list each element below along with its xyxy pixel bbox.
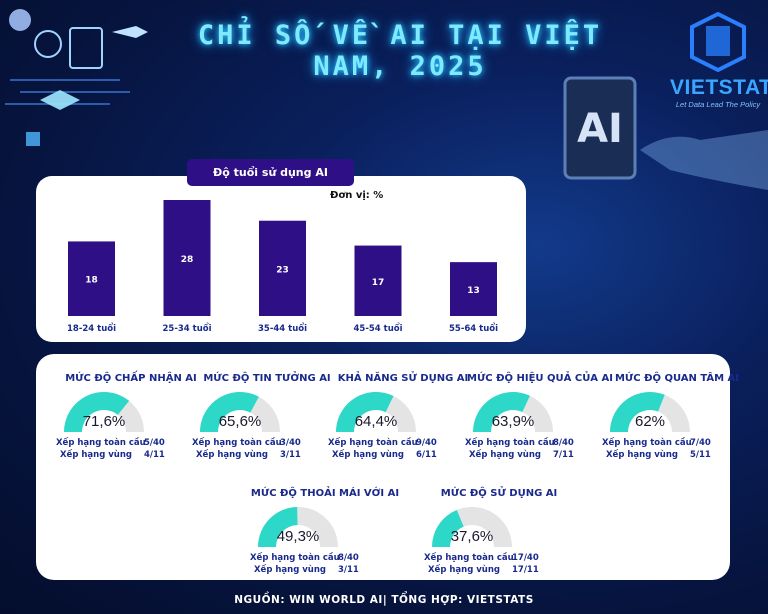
regional-rank-value: 3/11 bbox=[280, 450, 301, 460]
regional-rank-label: Xếp hạng vùng bbox=[428, 565, 500, 575]
gauge-value: 71,6% bbox=[83, 413, 126, 430]
bar-value-label: 13 bbox=[467, 286, 480, 296]
regional-rank-label: Xếp hạng vùng bbox=[606, 450, 678, 460]
regional-rank-value: 5/11 bbox=[690, 450, 711, 460]
global-rank-label: Xếp hạng toàn cầu bbox=[602, 438, 692, 448]
gauge-value: 65,6% bbox=[219, 413, 262, 430]
global-rank-label: Xếp hạng toàn cầu bbox=[465, 438, 555, 448]
global-rank-value: 8/40 bbox=[338, 553, 359, 563]
gauge-title: MỨC ĐỘ TIN TƯỞNG AI bbox=[203, 373, 331, 384]
ai-chip-icon: AI bbox=[563, 76, 637, 180]
bar-value-label: 17 bbox=[372, 278, 385, 288]
source-note: NGUỒN: WIN WORLD AI| TỔNG HỢP: VIETSTATS bbox=[234, 594, 534, 606]
regional-rank-value: 3/11 bbox=[338, 565, 359, 575]
fingerprint-icon bbox=[34, 30, 62, 58]
rocket-icon bbox=[112, 26, 148, 38]
gauge-title: MỨC ĐỘ HIỆU QUẢ CỦA AI bbox=[467, 373, 613, 384]
logo-tagline: Let Data Lead The Policy bbox=[675, 100, 761, 109]
global-rank-label: Xếp hạng toàn cầu bbox=[250, 553, 340, 563]
category-label: 35-44 tuổi bbox=[258, 322, 307, 334]
gauge-fill bbox=[610, 392, 665, 432]
gauge-title: MỨC ĐỘ CHẤP NHẬN AI bbox=[65, 373, 197, 384]
regional-rank-label: Xếp hạng vùng bbox=[254, 565, 326, 575]
unit-label: Đơn vị: % bbox=[330, 190, 384, 201]
global-rank-label: Xếp hạng toàn cầu bbox=[424, 553, 514, 563]
bar-45-54 tuổi bbox=[354, 245, 402, 316]
category-label: 45-54 tuổi bbox=[353, 322, 402, 334]
global-rank-label: Xếp hạng toàn cầu bbox=[328, 438, 418, 448]
age-chart-title: Độ tuổi sử dụng AI bbox=[187, 159, 354, 186]
age-bar-chart: 18 18-24 tuổi 28 25-34 tuổi 23 35-44 tuổi 17 45… bbox=[67, 200, 498, 334]
global-rank-value: 7/40 bbox=[690, 438, 711, 448]
regional-rank-label: Xếp hạng vùng bbox=[196, 450, 268, 460]
category-label: 55-64 tuổi bbox=[449, 322, 498, 334]
global-rank-value: 9/40 bbox=[416, 438, 437, 448]
gauge-value: 63,9% bbox=[492, 413, 535, 430]
gauge-chart: 49,3% bbox=[258, 507, 338, 547]
gauge-fill bbox=[336, 392, 394, 432]
page-title: CHỈ SỐ VỀ AI TẠI VIỆT NAM, 2025 bbox=[197, 20, 603, 82]
logo-text: VIETSTATS bbox=[670, 76, 768, 99]
logo-icon bbox=[690, 11, 746, 73]
gauge-title: MỨC ĐỘ QUAN TÂM AI bbox=[614, 373, 740, 384]
gauge-value: 37,6% bbox=[451, 528, 494, 545]
regional-rank-label: Xếp hạng vùng bbox=[469, 450, 541, 460]
global-rank-label: Xếp hạng toàn cầu bbox=[192, 438, 282, 448]
gauge-fill bbox=[64, 392, 130, 432]
tech-decoration bbox=[5, 9, 130, 146]
gauge-fill bbox=[432, 509, 464, 547]
moon-icon bbox=[9, 9, 31, 31]
bar-value-label: 18 bbox=[85, 276, 98, 286]
gauge-fill bbox=[200, 392, 259, 432]
bar-value-label: 23 bbox=[276, 265, 289, 275]
cube-icon bbox=[40, 90, 80, 110]
gauge-chart: 65,6% bbox=[200, 392, 280, 432]
gauge-value: 49,3% bbox=[277, 528, 320, 545]
category-label: 18-24 tuổi bbox=[67, 322, 116, 334]
global-rank-label: Xếp hạng toàn cầu bbox=[56, 438, 146, 448]
regional-rank-label: Xếp hạng vùng bbox=[332, 450, 404, 460]
gauge-title: KHẢ NĂNG SỬ DỤNG AI bbox=[337, 373, 469, 384]
gauge-chart: 71,6% bbox=[64, 392, 144, 432]
category-label: 25-34 tuổi bbox=[162, 322, 211, 334]
regional-rank-value: 17/11 bbox=[512, 565, 539, 575]
ai-index-panel bbox=[36, 354, 730, 580]
bar-25-34 tuổi bbox=[163, 200, 211, 316]
global-rank-value: 17/40 bbox=[512, 553, 539, 563]
svg-text:AI: AI bbox=[577, 106, 623, 152]
gauge-title: MỨC ĐỘ THOẢI MÁI VỚI AI bbox=[250, 488, 400, 499]
gauge-value: 62% bbox=[635, 413, 665, 430]
gauge-title: MỨC ĐỘ SỬ DỤNG AI bbox=[440, 488, 558, 499]
gauge-chart: 64,4% bbox=[336, 392, 416, 432]
regional-rank-value: 7/11 bbox=[553, 450, 574, 460]
global-rank-value: 8/40 bbox=[553, 438, 574, 448]
small-cube-icon bbox=[26, 132, 40, 146]
bar-35-44 tuổi bbox=[259, 220, 306, 316]
vietstats-logo: VIETSTATS Let Data Lead The Policy bbox=[670, 11, 768, 112]
regional-rank-label: Xếp hạng vùng bbox=[60, 450, 132, 460]
gauge-chart: 37,6% bbox=[432, 507, 512, 547]
bar-55-64 tuổi bbox=[450, 262, 497, 316]
robot-hand-icon bbox=[640, 130, 768, 190]
regional-rank-value: 6/11 bbox=[416, 450, 437, 460]
document-icon bbox=[69, 27, 103, 69]
global-rank-value: 3/40 bbox=[280, 438, 301, 448]
gauge-fill bbox=[258, 507, 298, 547]
gauge-value: 64,4% bbox=[355, 413, 398, 430]
bar-18-24 tuổi bbox=[68, 241, 115, 316]
bar-value-label: 28 bbox=[181, 255, 194, 265]
gauge-fill bbox=[473, 392, 530, 432]
gauge-chart: 63,9% bbox=[473, 392, 553, 432]
global-rank-value: 5/40 bbox=[144, 438, 165, 448]
gauge-chart: 62% bbox=[610, 392, 690, 432]
regional-rank-value: 4/11 bbox=[144, 450, 165, 460]
